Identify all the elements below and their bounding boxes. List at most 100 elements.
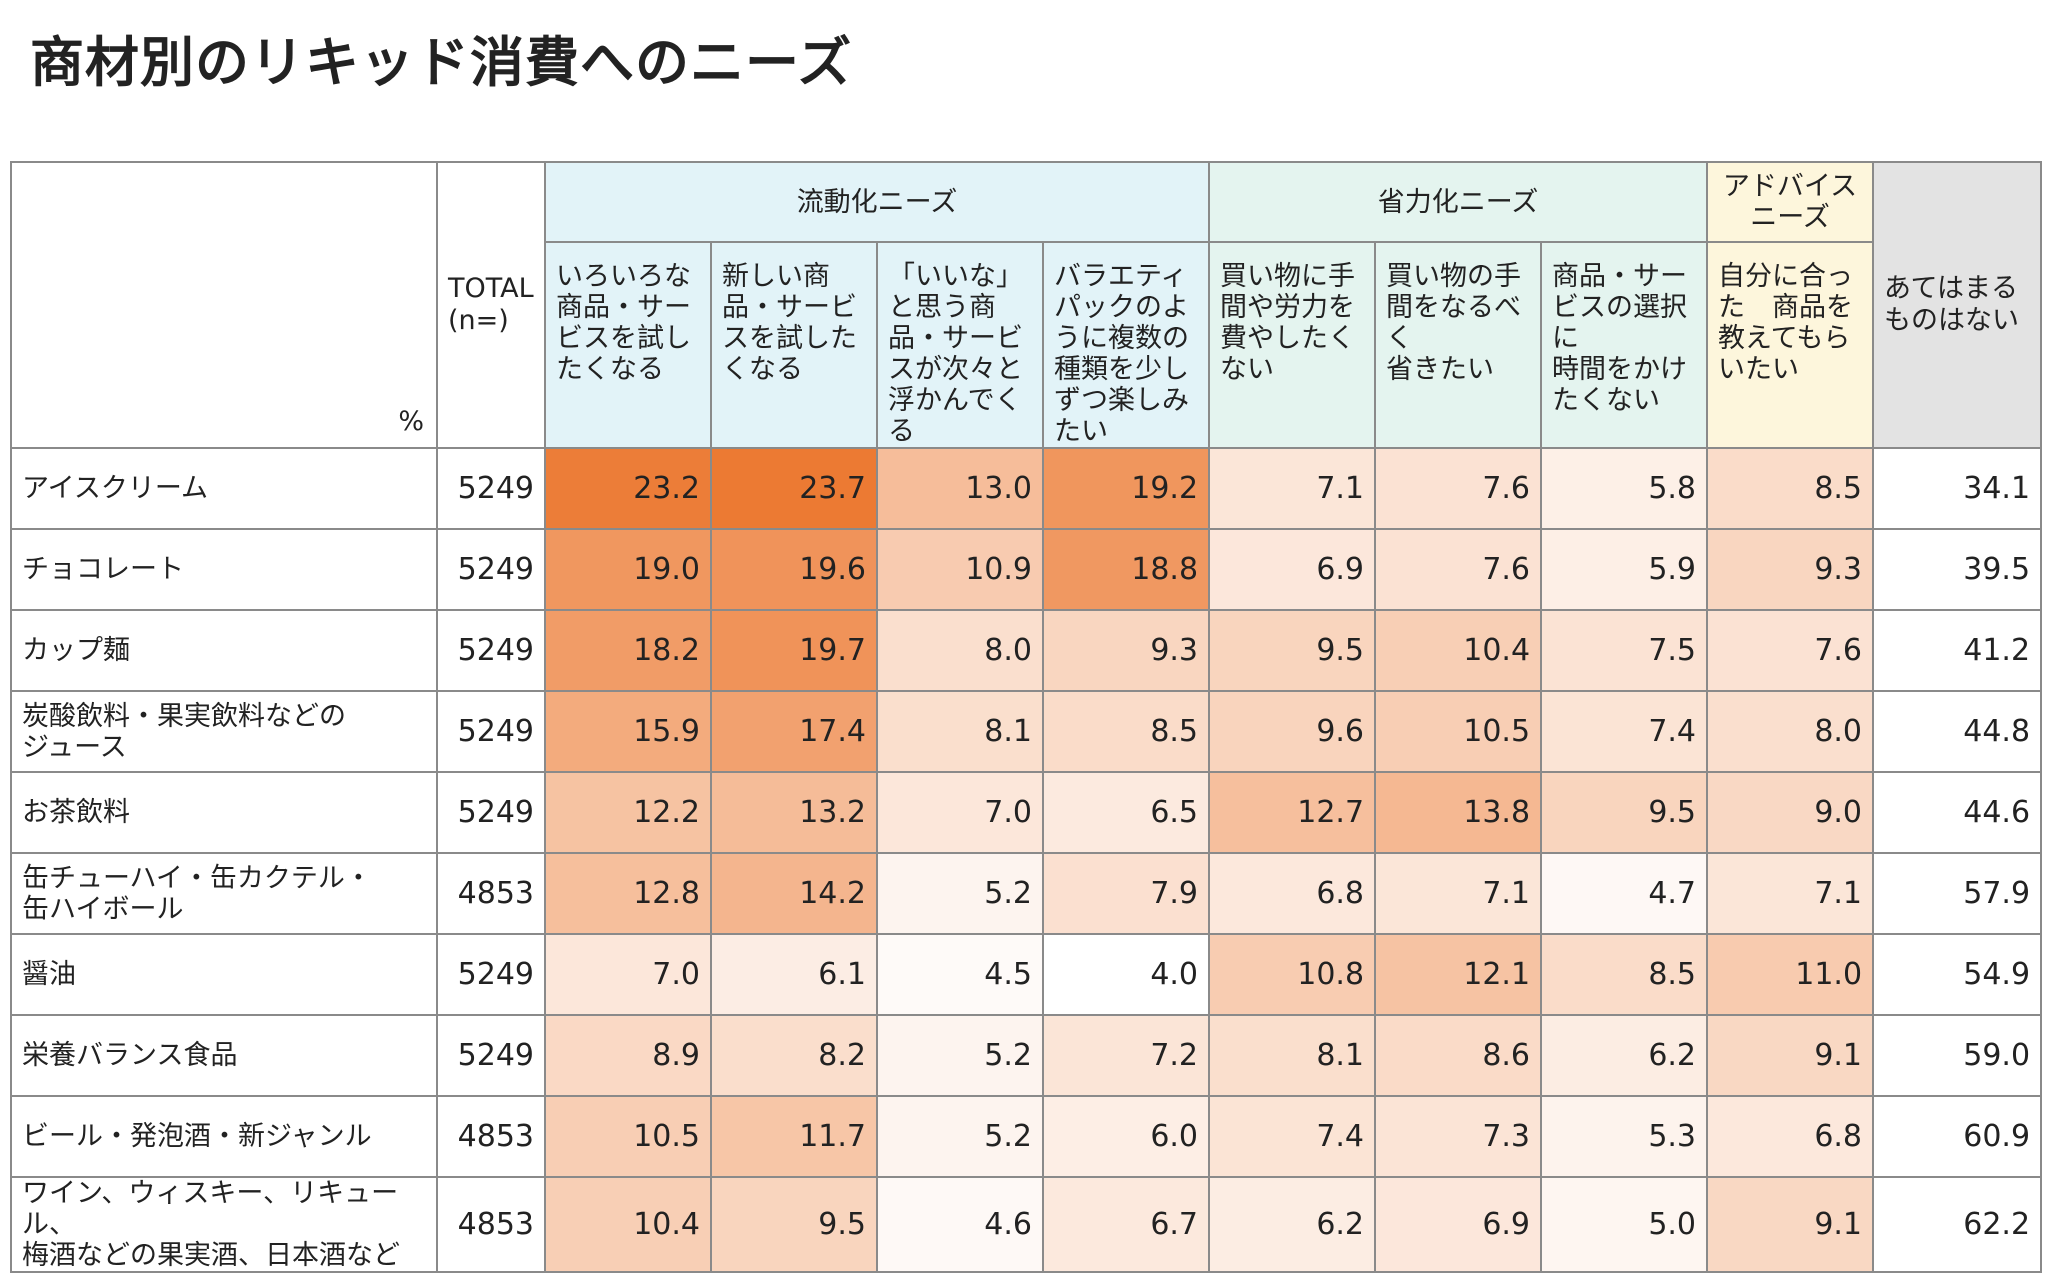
value-cell: 10.8 xyxy=(1208,933,1377,1016)
value-cell: 23.7 xyxy=(710,447,878,530)
value-cell: 9.5 xyxy=(1208,609,1377,692)
needs-table: % TOTAL (n=) 流動化ニーズ 省力化ニーズ アドバイス ニーズ あてはまる ものはない… xyxy=(10,161,2043,1273)
value-cell: 6.2 xyxy=(1208,1176,1377,1273)
none-header: あてはまる ものはない xyxy=(1872,161,2043,449)
value-cell: 8.0 xyxy=(1706,690,1875,773)
value-cell: 12.8 xyxy=(544,852,712,935)
value-cell: 7.4 xyxy=(1540,690,1709,773)
row-label: 醤油 xyxy=(10,933,438,1016)
value-cell: 7.1 xyxy=(1374,852,1543,935)
value-cell: 10.4 xyxy=(1374,609,1543,692)
value-cell: 8.5 xyxy=(1540,933,1709,1016)
row-label: 栄養バランス食品 xyxy=(10,1014,438,1097)
none-value-cell: 39.5 xyxy=(1872,528,2043,611)
value-cell: 18.8 xyxy=(1041,528,1211,611)
value-cell: 10.9 xyxy=(876,528,1044,611)
column-header-1: いろいろな 商品・サー ビスを試し たくなる xyxy=(544,241,712,449)
value-cell: 23.2 xyxy=(544,447,712,530)
row-label: アイスクリーム xyxy=(10,447,438,530)
row-label: 炭酸飲料・果実飲料などの ジュース xyxy=(10,690,438,773)
none-value-cell: 62.2 xyxy=(1872,1176,2043,1273)
value-cell: 7.0 xyxy=(544,933,712,1016)
row-label: ビール・発泡酒・新ジャンル xyxy=(10,1095,438,1178)
row-label: お茶飲料 xyxy=(10,771,438,854)
value-cell: 4.0 xyxy=(1041,933,1211,1016)
value-cell: 9.6 xyxy=(1208,690,1377,773)
none-value-cell: 44.8 xyxy=(1872,690,2043,773)
value-cell: 5.8 xyxy=(1540,447,1709,530)
value-cell: 8.0 xyxy=(876,609,1044,692)
table-row: 炭酸飲料・果実飲料などの ジュース 5249 15.9 17.4 8.1 8.5 9.6 10.… xyxy=(10,690,2043,773)
row-total-n: 5249 xyxy=(436,933,546,1016)
group-header-2: 省力化ニーズ xyxy=(1208,161,1709,243)
value-cell: 9.3 xyxy=(1041,609,1211,692)
row-label: 缶チューハイ・缶カクテル・ 缶ハイボール xyxy=(10,852,438,935)
value-cell: 5.3 xyxy=(1540,1095,1709,1178)
row-total-n: 4853 xyxy=(436,1176,546,1273)
value-cell: 11.0 xyxy=(1706,933,1875,1016)
table-row: 醤油 5249 7.0 6.1 4.5 4.0 10.8 12.1 8.5 11.0 54.9 xyxy=(10,933,2043,1016)
value-cell: 4.5 xyxy=(876,933,1044,1016)
column-header-3: 「いいな」 と思う商 品・サービ スが次々と 浮かんでくる xyxy=(876,241,1044,449)
value-cell: 13.2 xyxy=(710,771,878,854)
column-header-2: 新しい商 品・サービ スを試した くなる xyxy=(710,241,878,449)
value-cell: 6.5 xyxy=(1041,771,1211,854)
total-header: TOTAL (n=) xyxy=(436,161,546,449)
value-cell: 8.6 xyxy=(1374,1014,1543,1097)
table-row: チョコレート 5249 19.0 19.6 10.9 18.8 6.9 7.6 5.9 9.3 39… xyxy=(10,528,2043,611)
row-total-n: 5249 xyxy=(436,690,546,773)
value-cell: 8.1 xyxy=(876,690,1044,773)
row-total-n: 4853 xyxy=(436,1095,546,1178)
value-cell: 7.4 xyxy=(1208,1095,1377,1178)
value-cell: 9.5 xyxy=(710,1176,878,1273)
group-header-3: アドバイス ニーズ xyxy=(1706,161,1875,243)
table-row: カップ麺 5249 18.2 19.7 8.0 9.3 9.5 10.4 7.5 7.6 41.2 xyxy=(10,609,2043,692)
none-value-cell: 57.9 xyxy=(1872,852,2043,935)
row-total-n: 5249 xyxy=(436,609,546,692)
column-header-6: 買い物の手 間をなるべく省きたい xyxy=(1374,241,1543,449)
table-row: 缶チューハイ・缶カクテル・ 缶ハイボール 4853 12.8 14.2 5.2 7.9 6.8… xyxy=(10,852,2043,935)
value-cell: 5.2 xyxy=(876,1095,1044,1178)
value-cell: 6.0 xyxy=(1041,1095,1211,1178)
value-cell: 4.6 xyxy=(876,1176,1044,1273)
value-cell: 9.3 xyxy=(1706,528,1875,611)
none-value-cell: 34.1 xyxy=(1872,447,2043,530)
group-header-1: 流動化ニーズ xyxy=(543,161,1211,243)
value-cell: 7.0 xyxy=(876,771,1044,854)
row-total-n: 5249 xyxy=(436,447,546,530)
row-total-n: 4853 xyxy=(436,852,546,935)
row-total-n: 5249 xyxy=(436,528,546,611)
value-cell: 12.2 xyxy=(544,771,712,854)
value-cell: 19.6 xyxy=(710,528,878,611)
value-cell: 7.5 xyxy=(1540,609,1709,692)
row-total-n: 5249 xyxy=(436,1014,546,1097)
value-cell: 12.1 xyxy=(1374,933,1543,1016)
column-header-4: バラエティ パックのよ うに複数の 種類を少し ずつ楽しみ たい xyxy=(1041,241,1211,449)
row-label: チョコレート xyxy=(10,528,438,611)
value-cell: 19.2 xyxy=(1041,447,1211,530)
value-cell: 7.3 xyxy=(1374,1095,1543,1178)
value-cell: 7.2 xyxy=(1041,1014,1211,1097)
value-cell: 7.6 xyxy=(1374,528,1543,611)
value-cell: 6.1 xyxy=(710,933,878,1016)
value-cell: 7.9 xyxy=(1041,852,1211,935)
page-title: 商材別のリキッド消費へのニーズ xyxy=(30,31,853,94)
value-cell: 19.0 xyxy=(544,528,712,611)
table-row: アイスクリーム 5249 23.2 23.7 13.0 19.2 7.1 7.6 5.8 8.5 3… xyxy=(10,447,2043,530)
row-label: カップ麺 xyxy=(10,609,438,692)
value-cell: 7.6 xyxy=(1706,609,1875,692)
value-cell: 7.6 xyxy=(1374,447,1543,530)
value-cell: 7.1 xyxy=(1208,447,1377,530)
value-cell: 9.0 xyxy=(1706,771,1875,854)
value-cell: 8.2 xyxy=(710,1014,878,1097)
value-cell: 8.1 xyxy=(1208,1014,1377,1097)
value-cell: 15.9 xyxy=(544,690,712,773)
value-cell: 13.0 xyxy=(876,447,1044,530)
value-cell: 13.8 xyxy=(1374,771,1543,854)
value-cell: 18.2 xyxy=(544,609,712,692)
none-value-cell: 54.9 xyxy=(1872,933,2043,1016)
value-cell: 5.2 xyxy=(876,852,1044,935)
table-row: ビール・発泡酒・新ジャンル 4853 10.5 11.7 5.2 6.0 7.4 7.3 5.3… xyxy=(10,1095,2043,1178)
value-cell: 9.5 xyxy=(1540,771,1709,854)
value-cell: 8.5 xyxy=(1706,447,1875,530)
